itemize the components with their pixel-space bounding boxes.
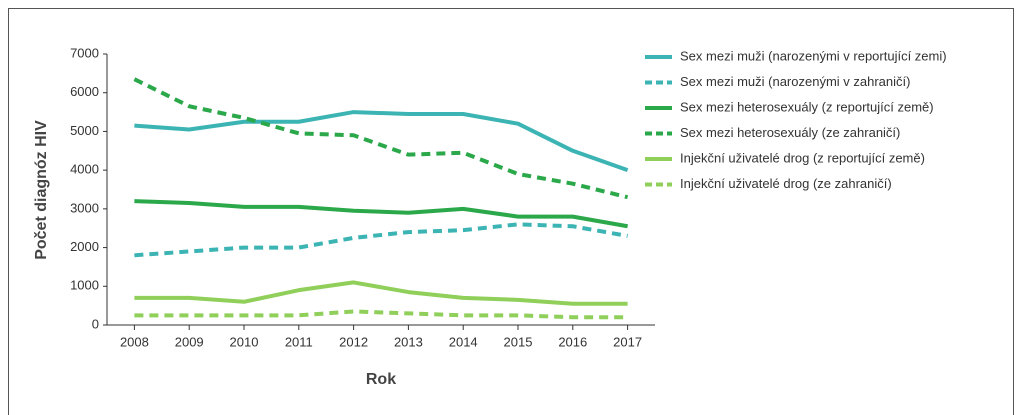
legend-label: Sex mezi heterosexuály (ze zahraničí): [680, 125, 900, 140]
x-tick-label: 2016: [558, 334, 587, 349]
series-line: [134, 110, 629, 173]
y-tick-label: 6000: [70, 84, 99, 99]
series-line: [134, 199, 628, 229]
x-tick-label: 2011: [285, 334, 313, 349]
y-axis-label: Počet diagnóz HIV: [33, 120, 50, 260]
series-line: [134, 309, 628, 320]
legend-label: Injekční uživatelé drog (ze zahraničí): [680, 176, 892, 191]
y-tick-label: 5000: [70, 123, 99, 138]
frame: [8, 8, 1014, 415]
x-tick-label: 2010: [230, 334, 259, 349]
y-tick-label: 0: [92, 316, 99, 331]
x-tick-label: 2008: [120, 334, 149, 349]
y-tick-label: 4000: [70, 162, 99, 177]
legend-label: Injekční uživatelé drog (z reportující z…: [680, 150, 925, 165]
y-tick-label: 1000: [70, 278, 99, 293]
y-tick-label: 3000: [70, 200, 99, 215]
x-tick-label: 2013: [394, 334, 423, 349]
x-axis-label: Rok: [366, 371, 396, 388]
x-tick-label: 2015: [504, 334, 533, 349]
x-tick-label: 2014: [449, 334, 478, 349]
y-tick-label: 7000: [70, 45, 99, 60]
y-tick-label: 2000: [70, 239, 99, 254]
legend-label: Sex mezi muži (narozenými v zahraničí): [680, 74, 910, 89]
series-line: [133, 77, 629, 200]
x-tick-label: 2009: [175, 334, 204, 349]
legend-label: Sex mezi muži (narozenými v reportující …: [680, 48, 947, 63]
series-line: [134, 280, 628, 306]
x-tick-label: 2017: [613, 334, 642, 349]
series-line: [134, 222, 628, 258]
legend-label: Sex mezi heterosexuály (z reportující ze…: [680, 99, 934, 114]
x-tick-label: 2012: [339, 334, 368, 349]
